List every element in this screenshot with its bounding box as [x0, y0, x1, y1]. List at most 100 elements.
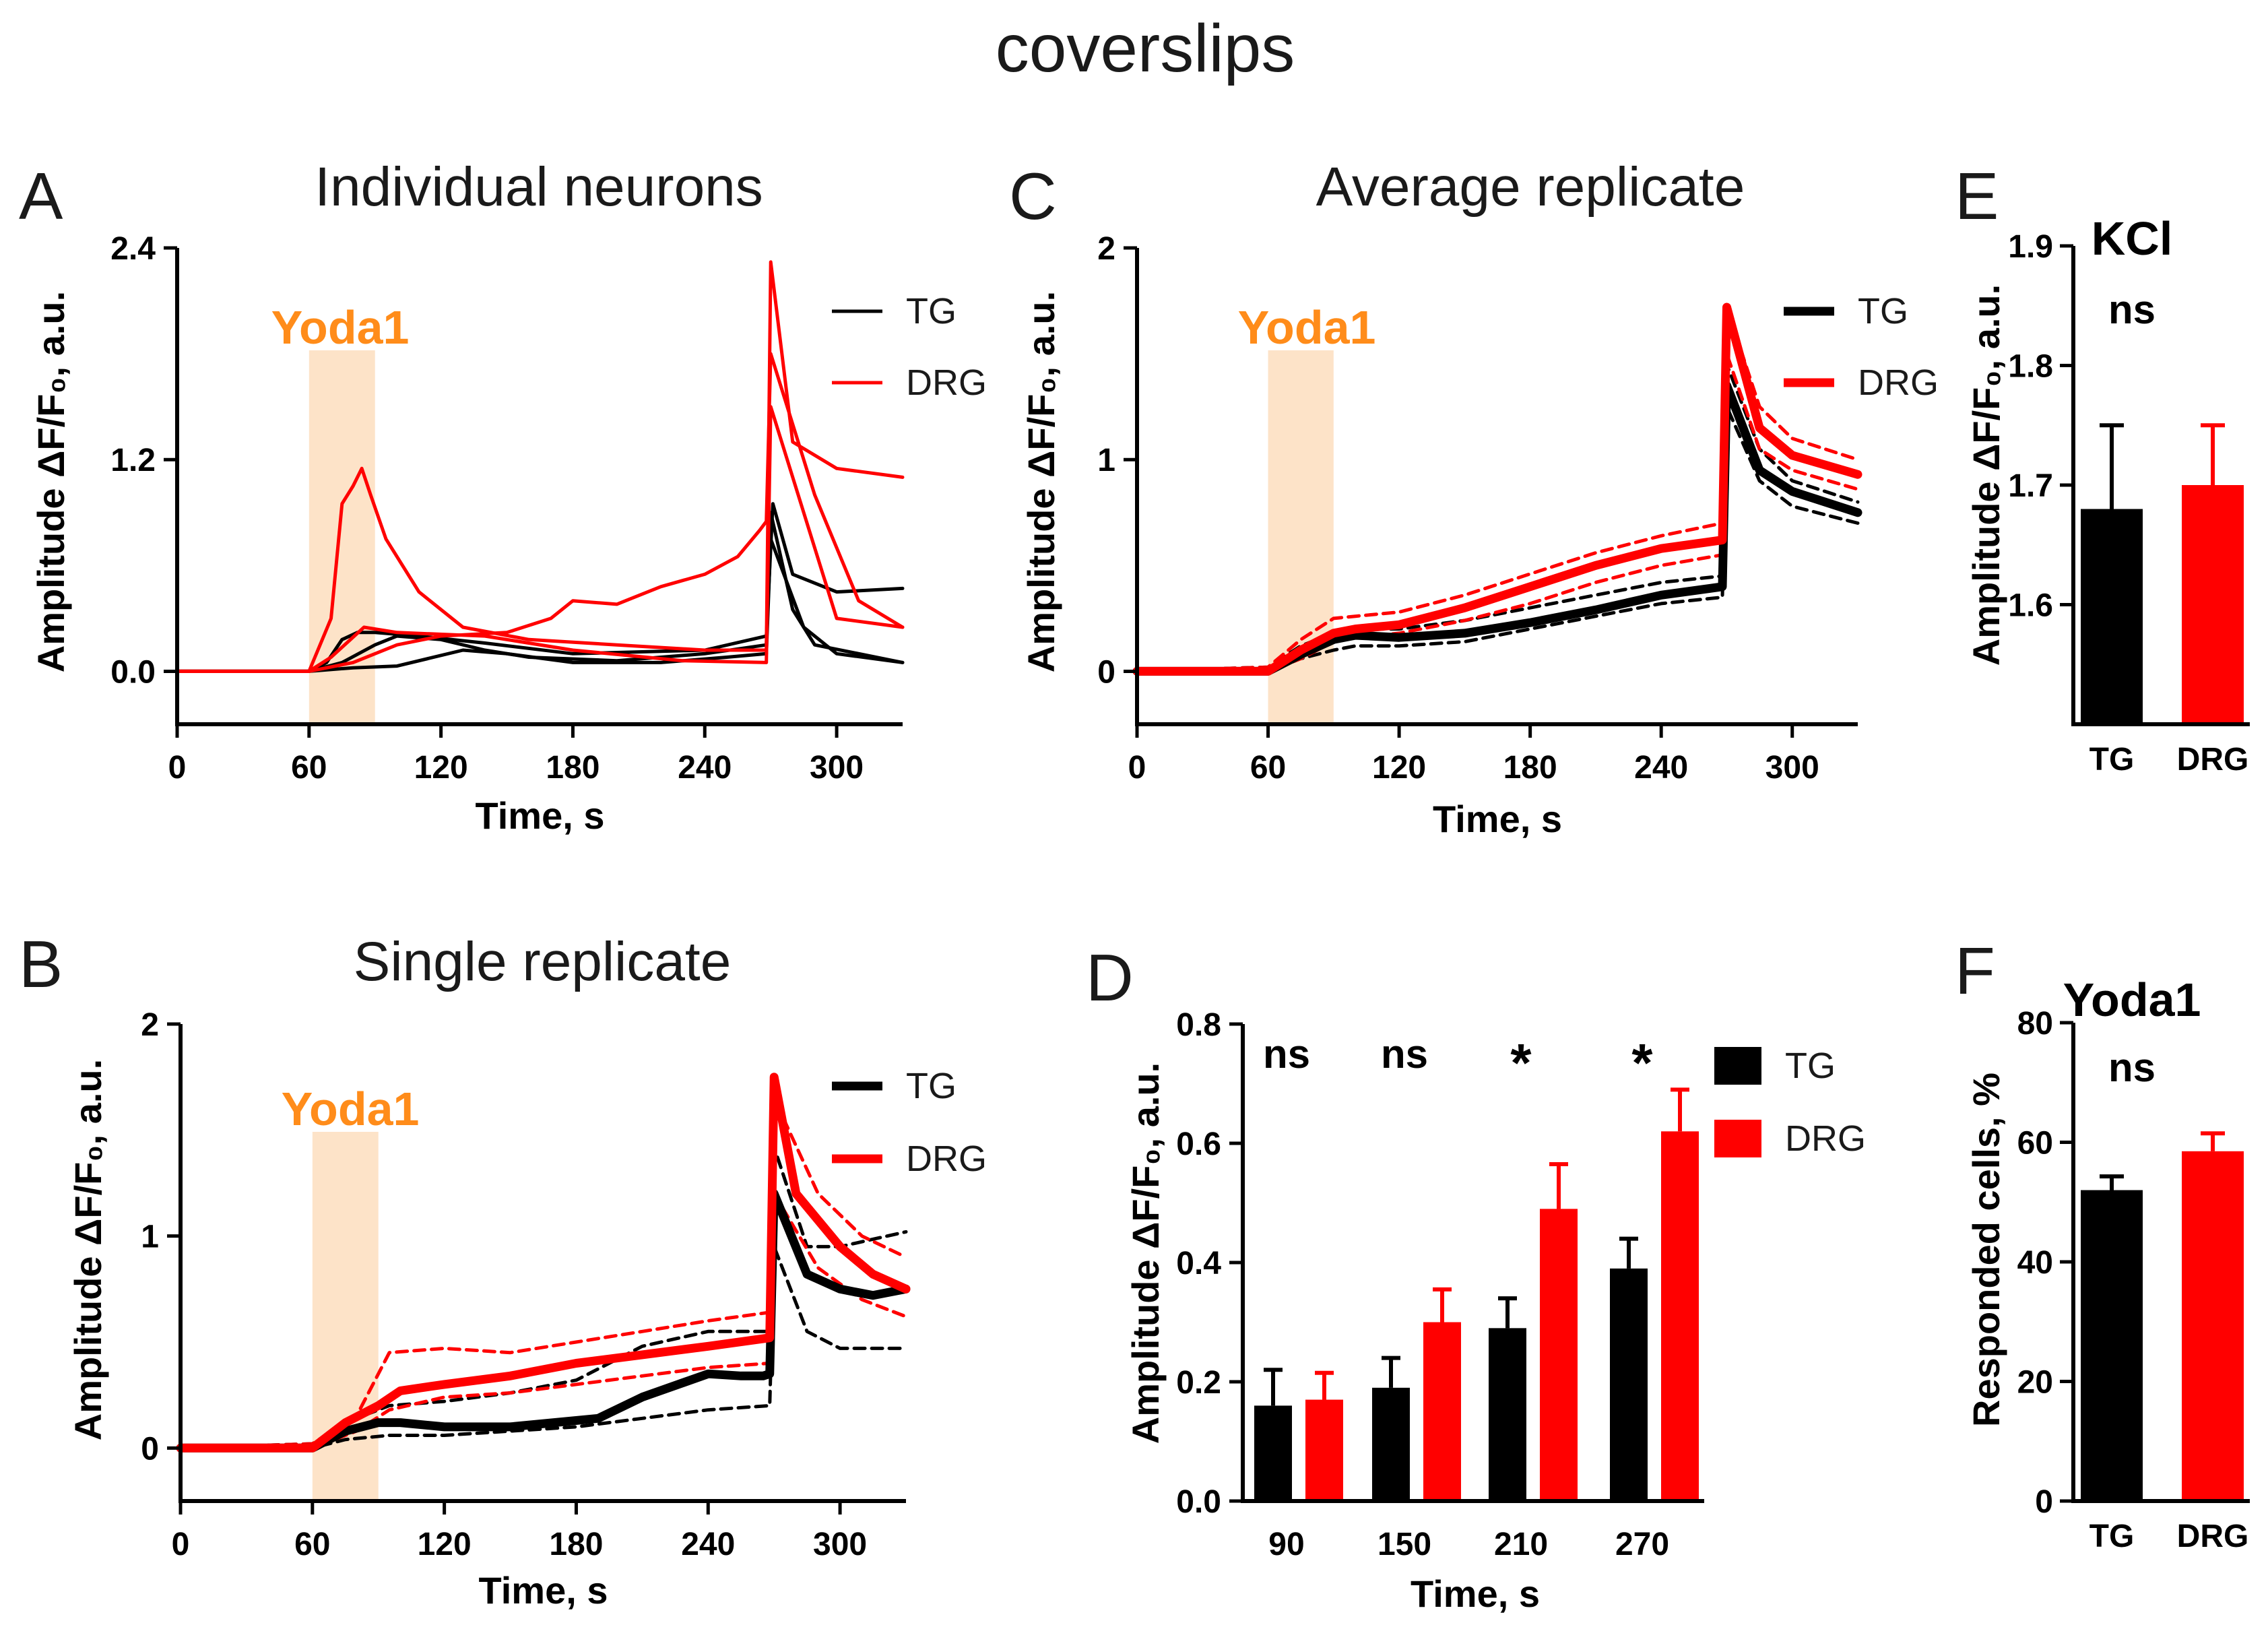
yoda1-stim-label: Yoda1 [282, 1083, 420, 1135]
legend-label-drg: DRG [906, 362, 987, 403]
bar-drg-150 [1423, 1322, 1461, 1501]
significance-label: ns [1263, 1031, 1310, 1077]
panel-title: KCl [2092, 212, 2173, 265]
x-axis-label: Time, s [1411, 1572, 1540, 1615]
x-tick-label: 120 [418, 1527, 472, 1562]
bar-drg-90 [1305, 1399, 1343, 1501]
x-tick-label: DRG [2177, 742, 2249, 777]
y-tick-label: 0.0 [1176, 1484, 1221, 1520]
significance-label: * [1510, 1033, 1532, 1093]
panel-c-chart: Yoda1 0 60 120 180 240 300 0 1 2 Time, s Amplitude … [1020, 231, 1939, 840]
y-tick-label: 1.8 [2008, 349, 2053, 385]
series-line-tg-lower-1 [1135, 405, 1860, 673]
y-tick-label: 2 [141, 1007, 159, 1043]
x-axis-label: Time, s [1433, 798, 1562, 840]
panel-title-c: Average replicate [1316, 156, 1745, 218]
series-line-tg-lower-1 [179, 1244, 908, 1450]
y-tick-label: 1 [141, 1219, 159, 1255]
x-tick-label: 300 [810, 750, 864, 786]
bar-tg [2081, 1190, 2143, 1501]
series-line-tg-1 [175, 511, 905, 673]
x-tick-label: 210 [1494, 1527, 1548, 1562]
panel-letter-c: C [1009, 159, 1057, 233]
x-tick-label: 60 [294, 1527, 330, 1562]
panel-letter-f: F [1955, 934, 1995, 1008]
y-tick-label: 1.6 [2008, 588, 2053, 624]
x-tick-label: 120 [414, 750, 468, 786]
x-axis-label: Time, s [476, 794, 605, 837]
x-tick-label: 0 [168, 750, 187, 786]
y-tick-label: 1 [1097, 443, 1115, 478]
y-tick-label: 0.8 [1176, 1007, 1221, 1043]
y-tick-label: 1.7 [2008, 468, 2053, 504]
panel-d-chart: 90 ns 150 ns 210 * 270 * 0.0 0.2 0.4 0.6 0.8 Time, s A… [1124, 1007, 1866, 1615]
bar-drg [2182, 485, 2244, 724]
y-tick-label: 1.9 [2008, 229, 2053, 265]
y-tick-label: 2 [1097, 231, 1115, 267]
panel-f-chart: Yoda1 ns TG DRG 0 20 40 60 80 Responded cells, % [1965, 974, 2250, 1554]
bar-drg-210 [1540, 1209, 1578, 1501]
x-tick-label: 120 [1372, 750, 1426, 786]
legend-swatch-drg [1714, 1120, 1761, 1157]
panel-a-chart: Yoda1 0 60 120 180 240 300 0.0 1.2 2.4 Time, s Ampl… [30, 231, 987, 837]
x-tick-label: 60 [1250, 750, 1286, 786]
y-axis-label: Responded cells, % [1965, 1073, 2007, 1427]
series-line-drg-5 [176, 1073, 911, 1453]
y-tick-label: 0.6 [1176, 1126, 1221, 1162]
series-line-tg-4 [176, 1189, 911, 1453]
significance-label: ns [2108, 1045, 2156, 1090]
legend-label-tg: TG [906, 1066, 957, 1106]
y-tick-label: 0.2 [1176, 1365, 1221, 1401]
y-tick-label: 20 [2017, 1365, 2053, 1401]
y-tick-label: 0.0 [110, 654, 156, 690]
bar-drg-270 [1661, 1131, 1699, 1501]
x-tick-label: 240 [1634, 750, 1688, 786]
significance-label: ns [1381, 1031, 1428, 1077]
bar-tg-90 [1254, 1405, 1292, 1501]
series-line-drg-5 [1132, 302, 1862, 676]
significance-label: ns [2108, 287, 2156, 332]
legend-label-drg: DRG [906, 1139, 987, 1179]
panel-title-a: Individual neurons [315, 156, 763, 218]
x-tick-label: TG [2089, 1519, 2135, 1554]
series-line-drg-5 [175, 405, 905, 673]
bar-tg-150 [1372, 1387, 1410, 1501]
legend-label-tg: TG [906, 291, 957, 331]
yoda1-stim-label: Yoda1 [271, 301, 410, 354]
x-tick-label: 300 [813, 1527, 867, 1562]
x-tick-label: 270 [1615, 1527, 1669, 1562]
y-tick-label: 0.4 [1176, 1246, 1221, 1281]
y-tick-label: 0 [141, 1431, 159, 1467]
y-tick-label: 0 [2035, 1484, 2053, 1520]
panel-letter-d: D [1086, 941, 1134, 1015]
series-line-tg-2 [175, 537, 905, 673]
series-line-drg-upper-2 [1135, 305, 1860, 673]
x-tick-label: 240 [681, 1527, 735, 1562]
legend-label-drg: DRG [1785, 1118, 1866, 1159]
bar-tg [2081, 509, 2143, 724]
legend-label-tg: TG [1785, 1046, 1836, 1086]
significance-label: * [1631, 1033, 1653, 1093]
x-tick-label: 180 [549, 1527, 603, 1562]
legend-label-tg: TG [1858, 291, 1908, 331]
series-line-drg-upper-2 [179, 1096, 908, 1450]
bar-drg [2182, 1151, 2244, 1501]
series-line-drg-lower-3 [179, 1192, 908, 1450]
y-tick-label: 80 [2017, 1006, 2053, 1042]
y-axis-label: Amplitude ΔF/F₀, a.u. [30, 291, 72, 672]
legend-swatch-tg [1714, 1047, 1761, 1085]
x-tick-label: 90 [1268, 1527, 1304, 1562]
bar-tg-210 [1489, 1328, 1526, 1501]
x-tick-label: DRG [2177, 1519, 2249, 1554]
y-tick-label: 2.4 [110, 231, 156, 267]
yoda1-stim-label: Yoda1 [1238, 301, 1376, 354]
series-line-drg-4 [175, 352, 905, 673]
x-tick-label: 0 [172, 1527, 190, 1562]
x-tick-label: 180 [546, 750, 600, 786]
y-tick-label: 1.2 [110, 443, 156, 478]
x-tick-label: TG [2089, 742, 2135, 777]
panel-letter-b: B [19, 927, 63, 1001]
y-axis-label: Amplitude ΔF/F₀, a.u. [67, 1059, 109, 1440]
